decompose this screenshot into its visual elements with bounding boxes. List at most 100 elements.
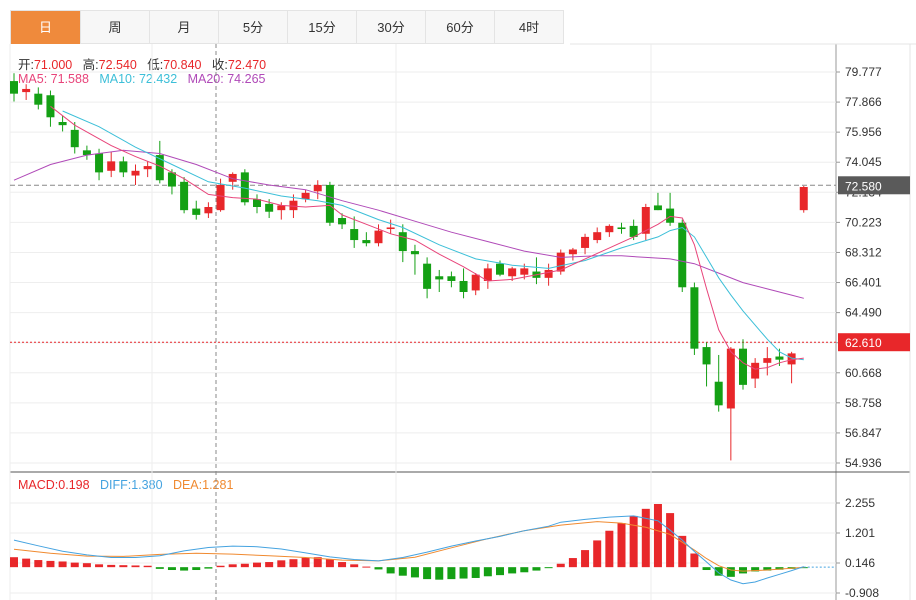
candle-52 [641,207,650,234]
macd-bar-38 [471,567,480,578]
dea-text: DEA:1.281 [173,478,233,492]
price-tick-label-13: 54.936 [845,456,882,470]
price-tick-label-10: 60.668 [845,366,882,380]
candle-61 [751,362,760,379]
candle-8 [107,161,116,171]
macd-bar-44 [544,567,553,569]
candle-20 [253,199,261,208]
macd-bar-21 [265,562,274,568]
high-label: 高: [82,58,99,72]
macd-bar-16 [204,567,213,569]
ohlc-readout: 开:71.000 高:72.540 低:70.840 收:72.470 [18,54,266,73]
candle-2 [34,93,43,105]
candle-56 [690,287,699,349]
tab-0[interactable]: 日 [11,11,81,44]
macd-bar-12 [155,567,164,569]
candle-19 [240,172,249,203]
candle-32 [398,232,407,252]
macd-label: MACD: [18,478,59,492]
candle-0 [10,81,18,94]
price-tick-label-8: 64.490 [845,306,882,320]
macd-bar-41 [508,567,517,574]
candle-5 [70,129,79,148]
candle-50 [617,227,626,230]
price-tick-label-12: 56.847 [845,426,882,440]
candle-63 [775,356,784,360]
candle-17 [216,184,225,211]
dea-value: 1.281 [202,478,234,492]
candle-7 [95,153,104,173]
macd-bar-15 [192,567,201,571]
macd-tick-label-0: 2.255 [845,496,875,510]
candle-62 [763,358,772,363]
macd-bar-57 [702,567,711,571]
macd-bar-59 [726,567,735,577]
high-value: 72.540 [98,58,137,72]
macd-bar-46 [568,558,577,568]
macd-bar-34 [423,567,432,580]
macd-bar-25 [313,557,322,568]
macd-bar-28 [350,564,359,568]
candle-54 [666,208,675,223]
ma5-line [50,105,804,370]
ma10-value: 72.432 [138,72,178,86]
macd-bar-7 [95,564,104,568]
tab-7[interactable]: 4时 [495,11,564,44]
candle-16 [204,207,213,214]
macd-bar-29 [362,566,371,568]
candle-65 [799,187,808,211]
diff-value: 1.380 [131,478,163,492]
candle-27 [338,218,347,225]
tab-3[interactable]: 5分 [219,11,288,44]
marker-label-0: 72.580 [845,179,882,193]
macd-bar-32 [398,567,407,576]
ma-readout: MA5: 71.588 MA10: 72.432 MA20: 74.265 [18,72,265,86]
tab-1[interactable]: 周 [81,11,150,44]
diff-text: DIFF:1.380 [100,478,163,492]
candle-1 [22,88,31,93]
macd-tick-label-2: 0.146 [845,556,875,570]
macd-bar-22 [277,560,286,568]
macd-bar-53 [653,503,662,568]
macd-bar-31 [386,567,395,574]
close-value: 72.470 [227,58,267,72]
macd-bar-19 [240,563,249,568]
candle-24 [301,192,310,200]
tab-2[interactable]: 月 [150,11,219,44]
macd-bar-4 [58,561,67,568]
candle-38 [471,274,480,291]
tab-6[interactable]: 60分 [426,11,495,44]
candle-15 [192,208,201,215]
diff-line [13,515,804,585]
price-tick-label-0: 79.777 [845,65,882,79]
macd-bar-54 [666,513,675,568]
candle-14 [180,181,189,211]
macd-bar-11 [143,565,152,568]
marker-box-0 [838,176,910,195]
macd-bar-36 [447,567,456,580]
open-value: 71.000 [33,58,73,72]
macd-bar-63 [775,567,784,570]
macd-bar-30 [374,567,383,570]
macd-bar-2 [34,560,43,568]
ma5-label: MA5: [18,72,48,86]
macd-readout: MACD:0.198 DIFF:1.380 DEA:1.281 [18,478,233,492]
tab-4[interactable]: 15分 [288,11,357,44]
candle-44 [544,269,553,278]
macd-text: MACD:0.198 [18,478,90,492]
macd-bar-37 [459,567,468,579]
macd-bar-60 [739,567,747,574]
price-tick-label-1: 77.866 [845,95,882,109]
macd-bar-51 [629,515,638,568]
candle-34 [423,263,432,289]
candle-40 [496,263,504,275]
tab-5[interactable]: 30分 [357,11,426,44]
candle-55 [678,222,687,288]
ma20-text: MA20: 74.265 [188,72,266,86]
candle-28 [350,229,359,241]
macd-bar-61 [751,567,760,572]
candle-22 [277,205,286,211]
marker-box-1 [838,333,910,352]
candle-60 [739,348,747,385]
